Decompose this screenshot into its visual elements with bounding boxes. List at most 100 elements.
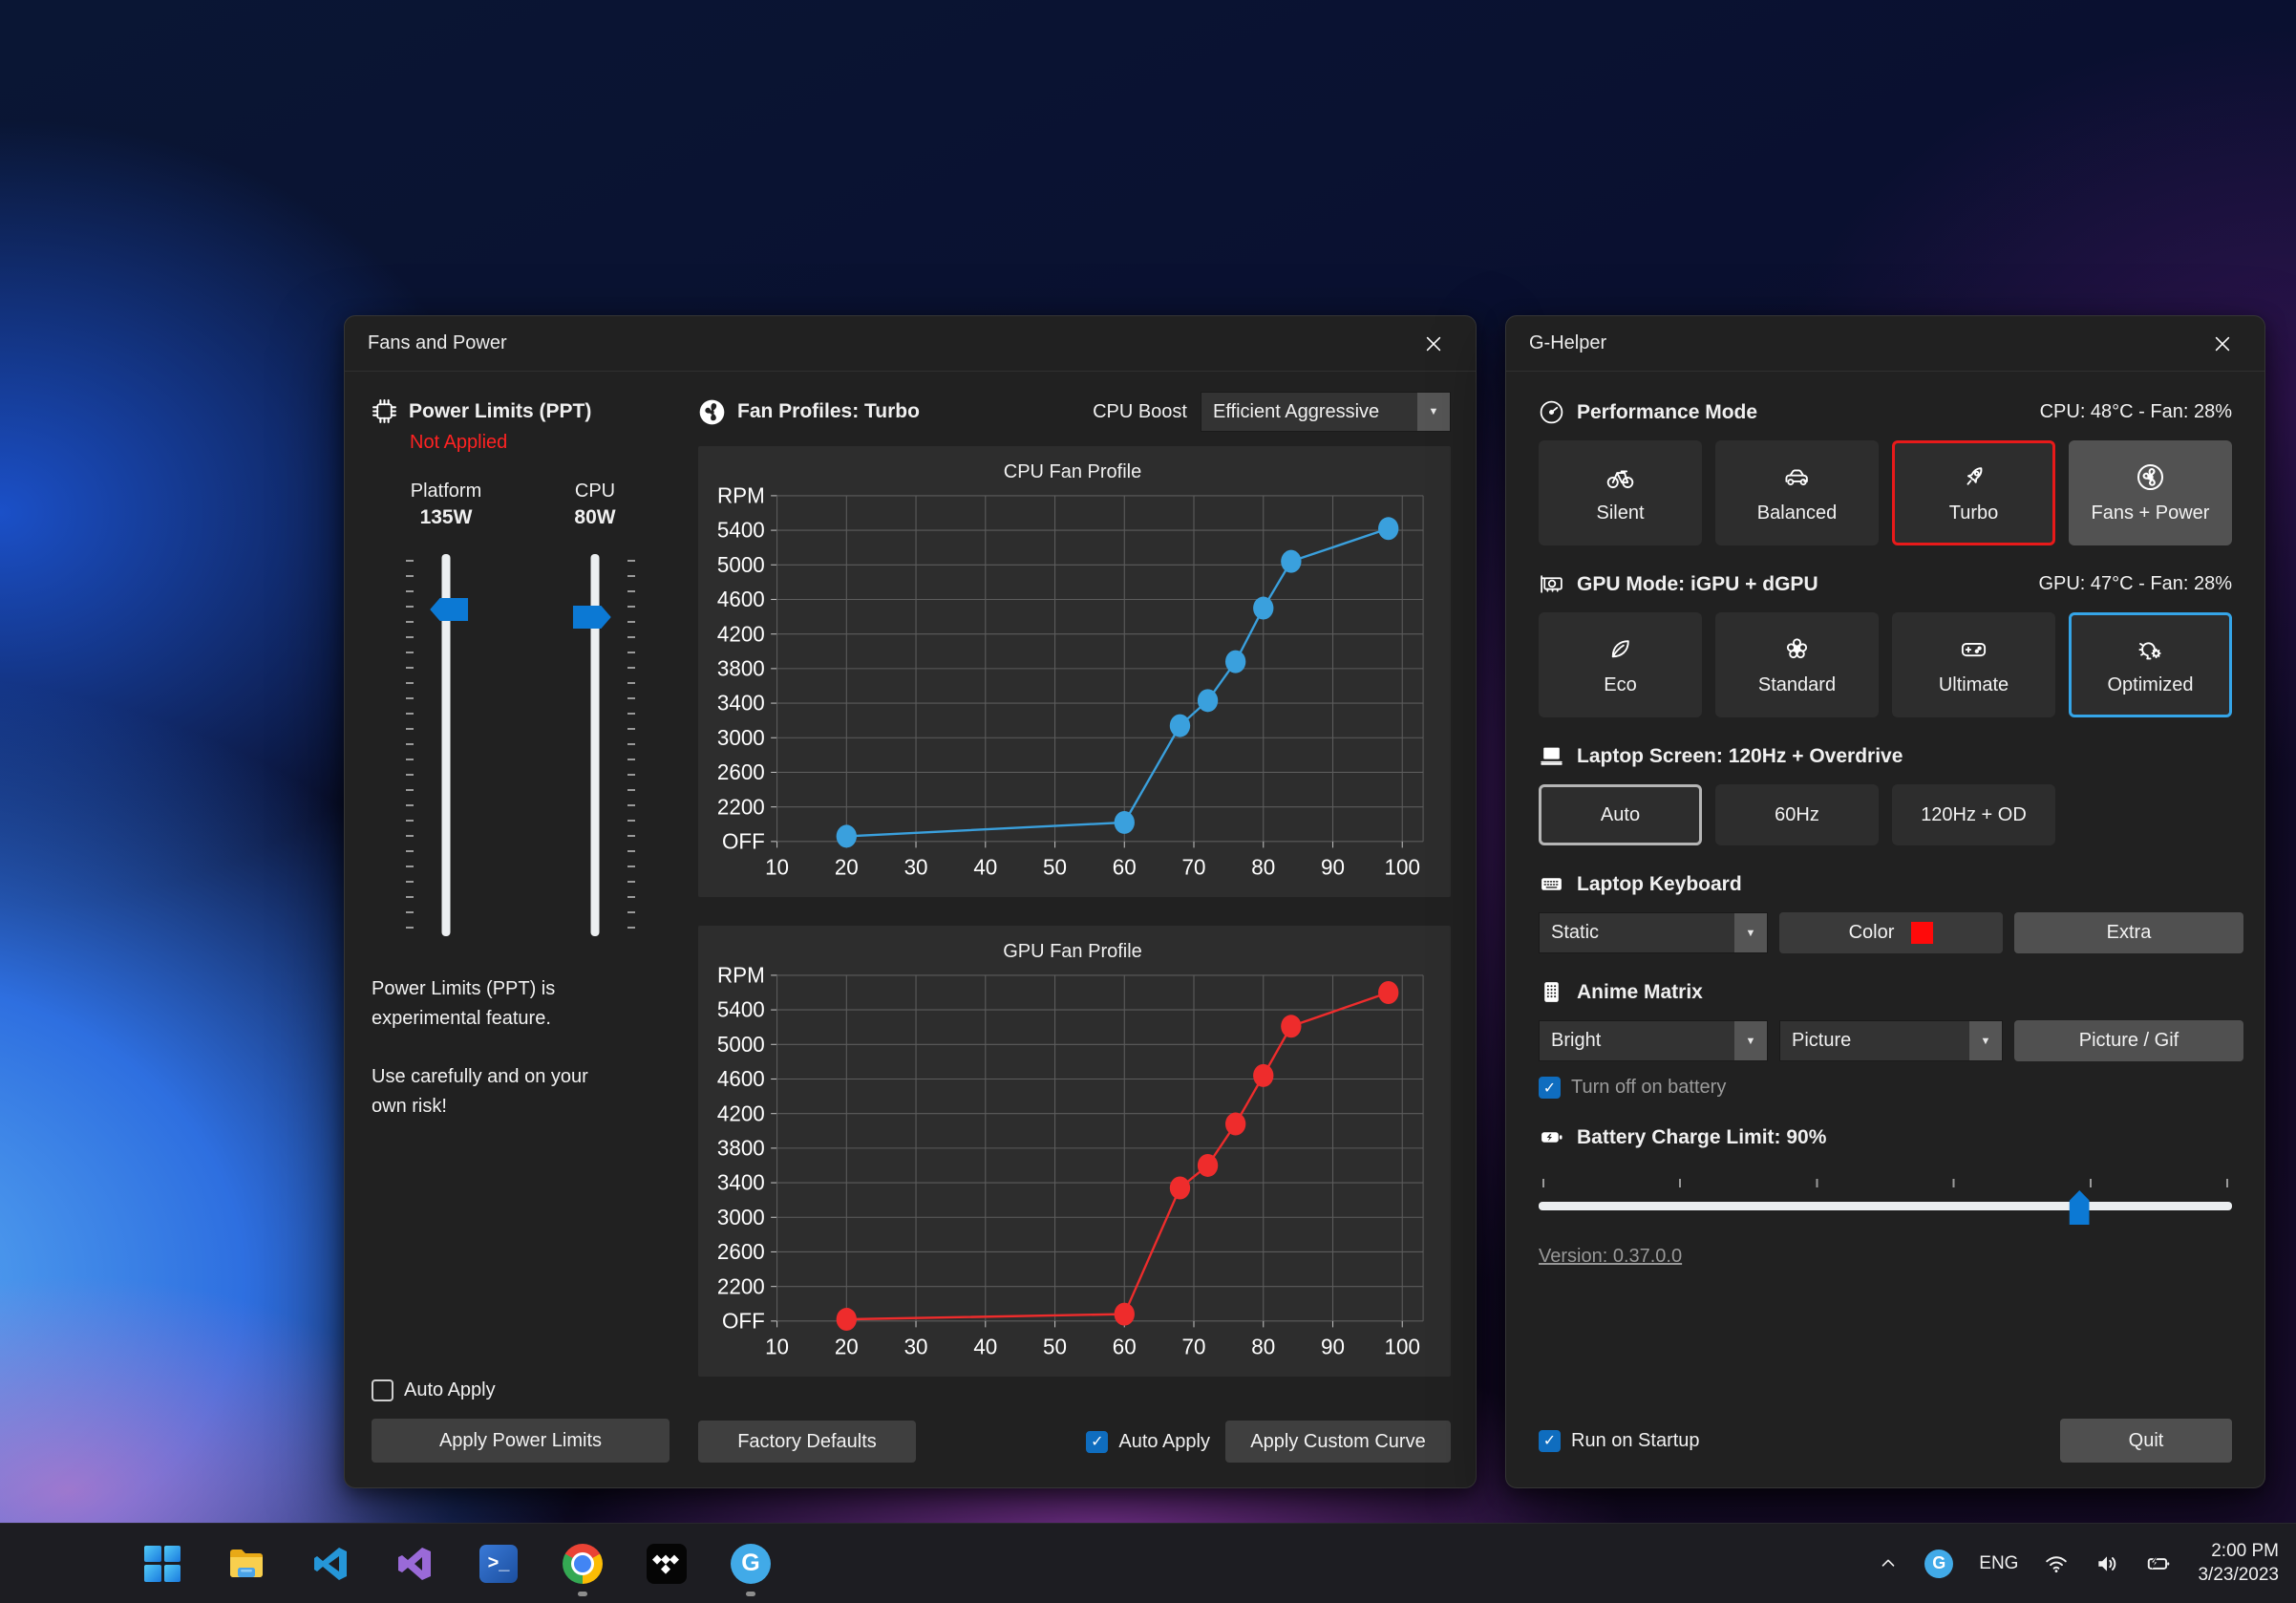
- svg-text:30: 30: [904, 855, 928, 880]
- apply-custom-curve-button[interactable]: Apply Custom Curve: [1225, 1421, 1451, 1463]
- performance-mode-buttons: Silent Balanced Turbo: [1539, 440, 2232, 545]
- cpu-limit-label: CPU 80W: [521, 481, 670, 529]
- fans-window-titlebar[interactable]: Fans and Power: [345, 316, 1476, 372]
- battery-charging-icon[interactable]: [2145, 1550, 2172, 1577]
- screen-auto-button[interactable]: Auto: [1539, 784, 1702, 845]
- power-limits-panel: Power Limits (PPT) Not Applied Platform …: [372, 385, 670, 1463]
- cpu-slider-handle[interactable]: [572, 606, 611, 629]
- silent-mode-button[interactable]: Silent: [1539, 440, 1702, 545]
- svg-text:50: 50: [1043, 1335, 1067, 1359]
- platform-slider-handle[interactable]: [430, 598, 469, 621]
- slider-track[interactable]: [1539, 1202, 2232, 1210]
- volume-icon[interactable]: [2094, 1551, 2119, 1576]
- checkbox-checked-icon[interactable]: ✓: [1086, 1430, 1109, 1453]
- ghelper-content: Performance Mode CPU: 48°C - Fan: 28% Si…: [1506, 372, 2264, 1487]
- fans-power-button[interactable]: Fans + Power: [2069, 440, 2232, 545]
- gpu-fan-curve-chart[interactable]: 10 20 30 40 50 60 70 80 90 100 RPM 5400 5000 4600 4200…: [708, 965, 1437, 1369]
- gpu-fan-chart-title: GPU Fan Profile: [1003, 941, 1142, 962]
- windows-logo-icon: [144, 1545, 181, 1582]
- checkbox-checked-icon[interactable]: ✓: [1539, 1429, 1561, 1452]
- tidal-button[interactable]: ◆ ◆ ◆ ◆: [646, 1543, 688, 1585]
- matrix-running-value: Picture: [1792, 1030, 1852, 1051]
- cpu-fan-chart-panel[interactable]: CPU Fan Profile 10 20 30 40 50 60 70 80 90 100 RPM…: [698, 446, 1451, 897]
- quit-button[interactable]: Quit: [2060, 1419, 2232, 1463]
- power-limits-labels: Platform 135W CPU 80W: [372, 481, 670, 529]
- optimized-mode-button[interactable]: Optimized: [2069, 612, 2232, 717]
- running-indicator: [746, 1591, 755, 1596]
- battery-charge-slider[interactable]: [1539, 1179, 2232, 1225]
- svg-text:60: 60: [1113, 1335, 1137, 1359]
- turn-off-on-battery-label: Turn off on battery: [1571, 1077, 1727, 1098]
- chevron-down-icon[interactable]: ▼: [1734, 1021, 1767, 1060]
- taskbar-clock[interactable]: 2:00 PM 3/23/2023: [2198, 1540, 2279, 1587]
- eco-mode-button[interactable]: Eco: [1539, 612, 1702, 717]
- slider-ticks: [627, 560, 635, 930]
- ghelper-titlebar[interactable]: G-Helper: [1506, 316, 2264, 372]
- folder-icon: [230, 1549, 263, 1577]
- keyboard-controls-row: Static ▼ Color Extra: [1539, 912, 2243, 953]
- turn-off-on-battery-row[interactable]: ✓ Turn off on battery: [1539, 1077, 2232, 1099]
- cpu-fan-curve-chart[interactable]: 10 20 30 40 50 60 70 80 90 100 RPM 5400 5000 4600 4200…: [708, 485, 1437, 889]
- cpu-fan-chart-title: CPU Fan Profile: [1003, 461, 1142, 482]
- curve-auto-apply-row[interactable]: ✓ Auto Apply: [1086, 1430, 1210, 1453]
- fans-close-button[interactable]: [1414, 325, 1453, 363]
- vscode-button[interactable]: [309, 1543, 351, 1585]
- power-auto-apply-row[interactable]: Auto Apply: [372, 1379, 670, 1401]
- version-link[interactable]: Version: 0.37.0.0: [1539, 1246, 1683, 1267]
- ultimate-mode-button[interactable]: Ultimate: [1892, 612, 2055, 717]
- run-on-startup-row[interactable]: ✓ Run on Startup: [1539, 1429, 1700, 1452]
- svg-text:40: 40: [973, 855, 997, 880]
- matrix-brightness-dropdown[interactable]: Bright ▼: [1539, 1020, 1768, 1061]
- start-button[interactable]: [141, 1543, 183, 1585]
- turbo-mode-button[interactable]: Turbo: [1892, 440, 2055, 545]
- screen-mode-buttons: Auto 60Hz 120Hz + OD: [1539, 784, 2232, 845]
- picture-gif-button[interactable]: Picture / Gif: [2014, 1020, 2243, 1061]
- cpu-limit-slider[interactable]: [521, 554, 670, 936]
- gpu-mode-header: GPU Mode: iGPU + dGPU GPU: 47°C - Fan: 2…: [1539, 571, 2232, 597]
- apply-power-limits-button[interactable]: Apply Power Limits: [372, 1419, 670, 1463]
- screen-120hz-od-button[interactable]: 120Hz + OD: [1892, 784, 2055, 845]
- svg-text:70: 70: [1182, 1335, 1206, 1359]
- ghelper-taskbar-button[interactable]: G: [730, 1543, 772, 1596]
- svg-text:2200: 2200: [717, 1273, 765, 1298]
- running-indicator: [578, 1591, 587, 1596]
- wifi-icon[interactable]: [2044, 1551, 2069, 1576]
- chevron-down-icon[interactable]: ▼: [1734, 913, 1767, 952]
- ghelper-close-button[interactable]: [2203, 325, 2242, 363]
- gamepad-icon: [1959, 634, 1988, 664]
- battery-slider-handle[interactable]: [2069, 1190, 2090, 1225]
- slider-track[interactable]: [590, 554, 600, 936]
- tray-chevron-up-icon[interactable]: [1878, 1553, 1899, 1574]
- svg-text:3400: 3400: [717, 690, 765, 715]
- slider-track[interactable]: [441, 554, 451, 936]
- chevron-down-icon[interactable]: ▼: [1969, 1021, 2002, 1060]
- matrix-running-dropdown[interactable]: Picture ▼: [1779, 1020, 2003, 1061]
- keyboard-color-button[interactable]: Color: [1779, 912, 2003, 953]
- visual-studio-button[interactable]: [393, 1543, 436, 1585]
- svg-text:80: 80: [1251, 855, 1275, 880]
- cpu-boost-dropdown[interactable]: Efficient Aggressive ▼: [1201, 392, 1451, 432]
- keyboard-mode-dropdown[interactable]: Static ▼: [1539, 912, 1768, 953]
- battery-limit-title: Battery Charge Limit: 90%: [1577, 1125, 1827, 1148]
- run-on-startup-label: Run on Startup: [1571, 1429, 1700, 1451]
- checkbox-checked-icon[interactable]: ✓: [1539, 1077, 1561, 1099]
- anime-matrix-controls-row: Bright ▼ Picture ▼ Picture / Gif: [1539, 1020, 2243, 1061]
- chrome-button[interactable]: [562, 1543, 604, 1596]
- fans-and-power-window: Fans and Power Power Limits (PPT): [344, 315, 1477, 1488]
- svg-text:RPM: RPM: [717, 965, 765, 988]
- warning-line-2: Use carefully and on your own risk!: [372, 1066, 588, 1117]
- balanced-mode-button[interactable]: Balanced: [1715, 440, 1879, 545]
- file-explorer-button[interactable]: [225, 1543, 267, 1585]
- taskbar: >_ ◆ ◆ ◆ ◆ G G ENG: [0, 1523, 2296, 1603]
- keyboard-extra-button[interactable]: Extra: [2014, 912, 2243, 953]
- ghelper-tray-icon[interactable]: G: [1924, 1549, 1954, 1578]
- gpu-fan-chart-panel[interactable]: GPU Fan Profile 10 20 30 40 50 60 70 80 90 100 RPM…: [698, 926, 1451, 1377]
- factory-defaults-button[interactable]: Factory Defaults: [698, 1421, 916, 1463]
- screen-60hz-button[interactable]: 60Hz: [1715, 784, 1879, 845]
- terminal-button[interactable]: >_: [478, 1543, 520, 1585]
- checkbox-unchecked-icon[interactable]: [372, 1379, 393, 1401]
- platform-limit-slider[interactable]: [372, 554, 521, 936]
- language-indicator[interactable]: ENG: [1979, 1552, 2019, 1573]
- chevron-down-icon[interactable]: ▼: [1417, 393, 1450, 431]
- standard-mode-button[interactable]: Standard: [1715, 612, 1879, 717]
